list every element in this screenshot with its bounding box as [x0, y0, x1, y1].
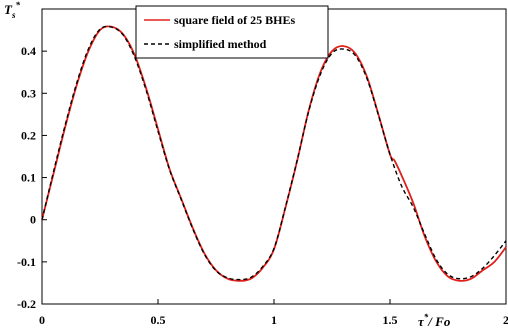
x-tick-label: 2 — [503, 313, 508, 327]
x-tick-label: 1 — [271, 313, 277, 327]
y-tick-label: 0.4 — [21, 44, 36, 58]
y-tick-label: 0.3 — [21, 86, 36, 100]
legend-label-series-1: simplified method — [174, 37, 267, 51]
x-tick-label: 0.5 — [151, 313, 166, 327]
y-tick-label: -0.2 — [17, 297, 36, 311]
axis-ticks: -0.2 -0.1 0 0.1 0.2 0.3 0.4 0 0.5 1 1.5 2 — [17, 44, 508, 327]
y-axis-title: Ts* — [4, 0, 20, 20]
y-tick-label: -0.1 — [17, 255, 36, 269]
legend: square field of 25 BHEs simplified metho… — [135, 5, 329, 59]
legend-label-series-0: square field of 25 BHEs — [174, 13, 295, 27]
y-tick-label: 0 — [30, 213, 36, 227]
series-line-0 — [41, 25, 507, 282]
x-tick-label: 1.5 — [383, 313, 398, 327]
y-tick-label: 0.2 — [21, 128, 36, 142]
series-line-1 — [41, 25, 507, 281]
series-layer — [41, 25, 507, 282]
x-tick-label: 0 — [39, 313, 45, 327]
y-tick-label: 0.1 — [21, 171, 36, 185]
legend-box — [135, 5, 329, 59]
x-axis-title: τ*/ Fo — [418, 312, 451, 329]
